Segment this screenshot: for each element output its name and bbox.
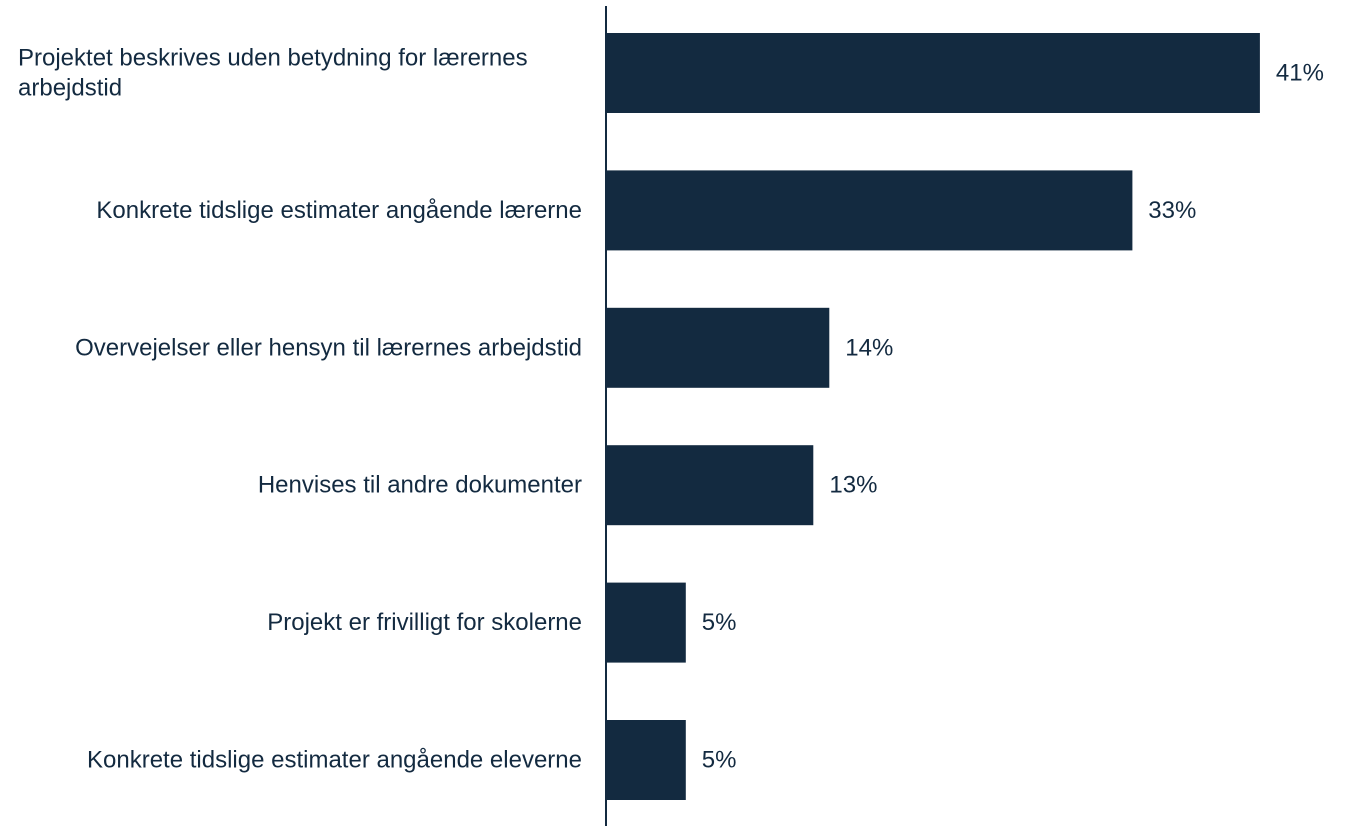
value-label-4: 13%: [829, 472, 877, 499]
category-label-1-line-2: arbejdstid: [18, 75, 122, 102]
category-label-4: Henvises til andre dokumenter: [258, 472, 582, 499]
value-label-1: 41%: [1276, 60, 1324, 87]
value-label-5: 5%: [702, 609, 737, 636]
category-label-1: Projektet beskrives uden betydning for l…: [18, 45, 528, 102]
category-labels-group: Projektet beskrives uden betydning for l…: [18, 45, 582, 774]
category-label-5: Projekt er frivilligt for skolerne: [267, 609, 582, 636]
bar-3: [606, 307, 830, 388]
bar-5: [606, 582, 686, 663]
bar-4: [606, 445, 814, 526]
bar-2: [606, 170, 1133, 251]
category-label-2: Konkrete tidslige estimater angående lær…: [96, 197, 582, 224]
category-label-6: Konkrete tidslige estimater angående ele…: [87, 747, 582, 774]
value-label-3: 14%: [845, 334, 893, 361]
category-label-3-line-1: Overvejelser eller hensyn til lærernes a…: [75, 334, 582, 361]
category-label-2-line-1: Konkrete tidslige estimater angående lær…: [96, 197, 582, 224]
category-label-3: Overvejelser eller hensyn til lærernes a…: [75, 334, 582, 361]
value-labels-group: 41% 33% 14% 13% 5% 5%: [702, 60, 1324, 774]
bar-1: [606, 33, 1260, 113]
category-label-5-line-1: Projekt er frivilligt for skolerne: [267, 609, 582, 636]
value-label-2: 33%: [1148, 197, 1196, 224]
bar-6: [606, 720, 686, 800]
category-label-6-line-1: Konkrete tidslige estimater angående ele…: [87, 747, 582, 774]
category-label-4-line-1: Henvises til andre dokumenter: [258, 472, 582, 499]
bars-group: [606, 33, 1260, 800]
category-label-1-line-1: Projektet beskrives uden betydning for l…: [18, 45, 528, 72]
value-label-6: 5%: [702, 747, 737, 774]
